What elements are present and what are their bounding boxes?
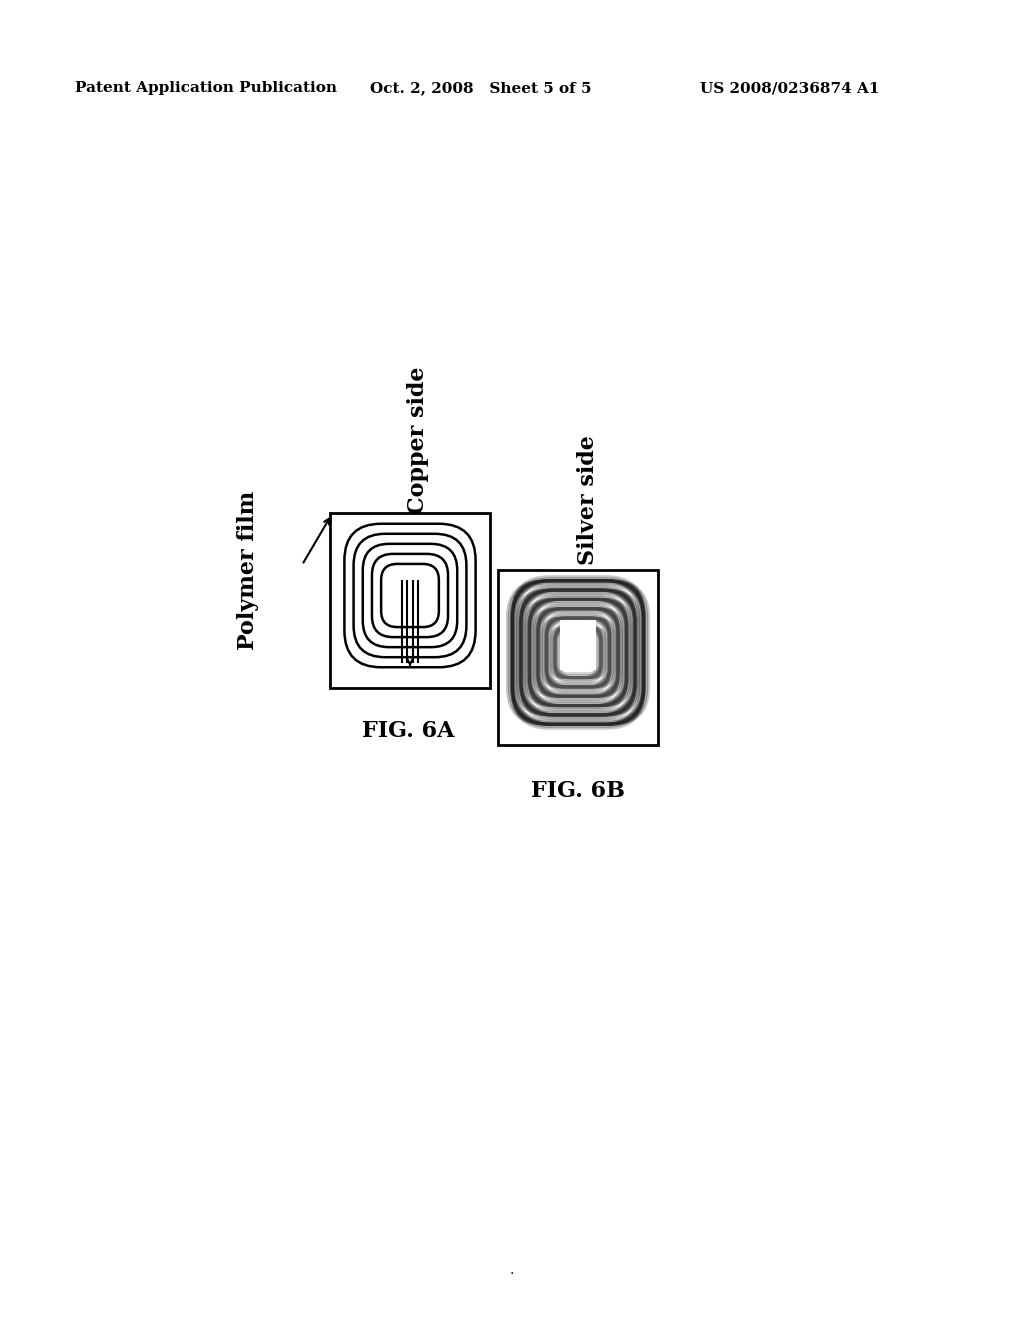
Bar [560,620,596,671]
Bar [330,513,490,688]
Text: Polymer film: Polymer film [237,490,259,649]
Text: Copper side: Copper side [407,366,429,513]
Text: Oct. 2, 2008   Sheet 5 of 5: Oct. 2, 2008 Sheet 5 of 5 [370,81,592,95]
Text: .: . [510,1263,514,1276]
Text: FIG. 6B: FIG. 6B [531,780,625,803]
Bar [498,570,658,744]
Text: Silver side: Silver side [577,436,599,565]
Text: FIG. 6A: FIG. 6A [361,719,455,742]
Text: Patent Application Publication: Patent Application Publication [75,81,337,95]
Text: US 2008/0236874 A1: US 2008/0236874 A1 [700,81,880,95]
